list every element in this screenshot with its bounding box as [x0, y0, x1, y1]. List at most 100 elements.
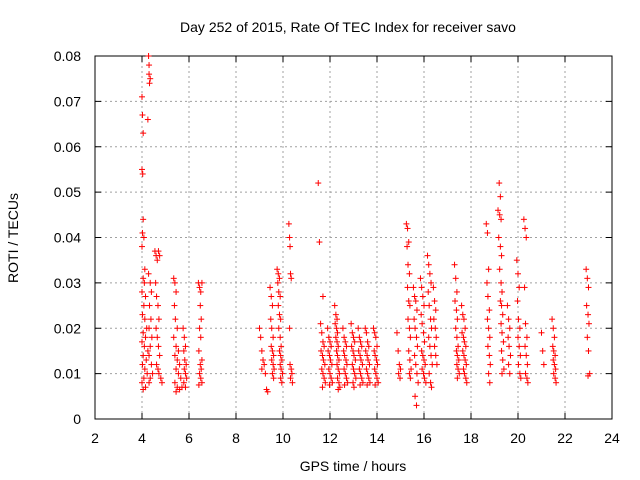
data-point — [197, 361, 204, 368]
data-point — [405, 298, 412, 305]
data-point — [171, 279, 178, 286]
data-point — [484, 343, 491, 350]
data-point — [405, 347, 412, 354]
data-point — [327, 357, 334, 364]
data-point — [198, 379, 205, 386]
data-point — [334, 352, 341, 359]
data-point — [343, 375, 350, 382]
x-tick-label: 2 — [91, 430, 99, 446]
data-point — [198, 366, 205, 373]
data-point — [433, 334, 440, 341]
data-point — [419, 293, 426, 300]
data-point — [396, 361, 403, 368]
data-point — [332, 320, 339, 327]
data-point — [585, 311, 592, 318]
data-point — [499, 357, 506, 364]
data-point — [460, 334, 467, 341]
data-point — [319, 293, 326, 300]
data-point — [349, 361, 356, 368]
data-point — [155, 316, 162, 323]
data-point — [417, 275, 424, 282]
data-point — [348, 343, 355, 350]
data-point — [181, 357, 188, 364]
data-point — [288, 275, 295, 282]
data-point — [343, 343, 350, 350]
data-point — [198, 316, 205, 323]
data-point — [420, 370, 427, 377]
data-point — [497, 193, 504, 200]
data-point — [485, 370, 492, 377]
data-point — [319, 384, 326, 391]
data-point — [521, 284, 528, 291]
data-point — [453, 347, 460, 354]
data-point — [522, 370, 529, 377]
data-point — [407, 375, 414, 382]
data-point — [155, 343, 162, 350]
data-point — [459, 347, 466, 354]
data-point — [335, 343, 342, 350]
data-point — [277, 352, 284, 359]
data-point — [321, 361, 328, 368]
data-point — [498, 279, 505, 286]
data-point — [420, 329, 427, 336]
data-point — [413, 307, 420, 314]
data-point — [341, 352, 348, 359]
data-point — [411, 316, 418, 323]
data-point — [144, 370, 151, 377]
data-point — [505, 334, 512, 341]
data-point — [406, 325, 413, 332]
y-axis-label: ROTI / TECUs — [5, 193, 21, 283]
data-point — [484, 229, 491, 236]
data-point — [430, 284, 437, 291]
data-point — [496, 266, 503, 273]
data-point — [287, 243, 294, 250]
data-point — [141, 316, 148, 323]
data-point — [262, 370, 269, 377]
data-point — [357, 338, 364, 345]
data-point — [319, 338, 326, 345]
data-point — [358, 357, 365, 364]
data-point — [270, 334, 277, 341]
data-point — [146, 302, 153, 309]
data-point — [460, 316, 467, 323]
data-point — [336, 370, 343, 377]
data-point — [411, 352, 418, 359]
data-point — [154, 366, 161, 373]
data-point — [505, 316, 512, 323]
data-point — [428, 279, 435, 286]
data-point — [499, 370, 506, 377]
data-point — [419, 352, 426, 359]
data-point — [454, 316, 461, 323]
data-point — [419, 320, 426, 327]
data-point — [318, 347, 325, 354]
data-point — [552, 366, 559, 373]
data-point — [498, 347, 505, 354]
data-point — [319, 352, 326, 359]
data-point — [146, 379, 153, 386]
data-point — [549, 343, 556, 350]
data-point — [261, 361, 268, 368]
data-point — [277, 316, 284, 323]
data-point — [371, 366, 378, 373]
data-point — [425, 334, 432, 341]
data-point — [144, 116, 151, 123]
data-point — [196, 325, 203, 332]
data-point — [497, 298, 504, 305]
data-point — [350, 366, 357, 373]
data-point — [404, 225, 411, 232]
data-point — [418, 347, 425, 354]
data-point — [182, 384, 189, 391]
data-point — [406, 302, 413, 309]
data-point — [419, 366, 426, 373]
data-point — [289, 379, 296, 386]
data-point — [460, 352, 467, 359]
data-point — [355, 325, 362, 332]
data-point — [432, 307, 439, 314]
data-point — [334, 375, 341, 382]
data-point — [181, 334, 188, 341]
data-point — [485, 325, 492, 332]
data-point — [456, 370, 463, 377]
data-point — [358, 375, 365, 382]
data-point — [198, 357, 205, 364]
data-point — [459, 311, 466, 318]
